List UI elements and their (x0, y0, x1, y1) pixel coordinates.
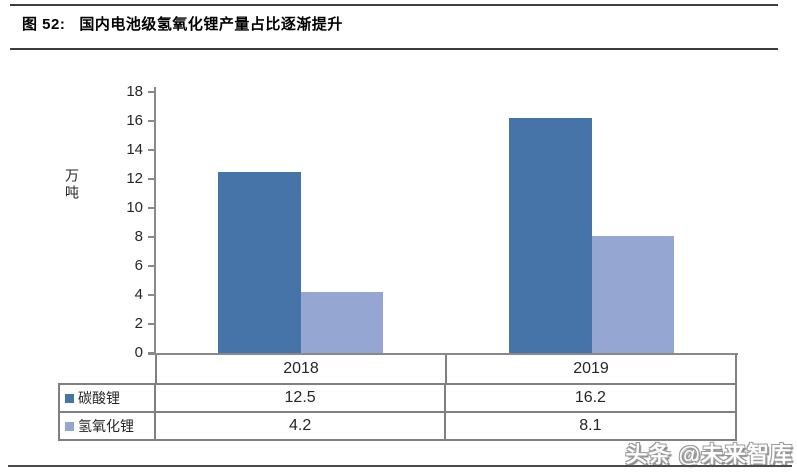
category-label-2018: 2018 (157, 355, 447, 383)
y-tick-mark (148, 265, 155, 267)
value-cell: 8.1 (579, 417, 602, 434)
y-tick-mark (148, 236, 155, 238)
caption-divider-line (10, 48, 778, 50)
figure-caption: 图 52: 国内电池级氢氧化锂产量占比逐渐提升 (22, 13, 762, 34)
y-axis-title: 万吨 (64, 168, 80, 202)
legend-swatch-light-blue (65, 421, 74, 431)
y-axis-line (154, 87, 156, 355)
value-cell: 12.5 (156, 385, 446, 411)
y-tick-label-8: 8 (134, 228, 143, 245)
figure-number: 图 52: (22, 16, 66, 33)
series-name: 氢氧化锂 (78, 418, 134, 434)
legend-item-lithium-hydroxide: 氢氧化锂 (60, 413, 157, 439)
y-tick-label-10: 10 (126, 199, 143, 216)
y-tick-label-2: 2 (134, 315, 143, 332)
y-tick-mark (148, 323, 155, 325)
table-row-lithium-carbonate: 碳酸锂 12.5 16.2 (60, 385, 735, 413)
legend-item-lithium-carbonate: 碳酸锂 (60, 385, 157, 411)
table-row-lithium-hydroxide: 氢氧化锂 4.2 8.1 (60, 413, 735, 439)
bottom-divider-line (8, 465, 792, 467)
watermark-toutiao-future-thinktank: 头条 @未来智库 (625, 442, 793, 467)
y-tick-label-12: 12 (126, 170, 143, 187)
category-header-row: 2018 2019 (155, 355, 737, 383)
y-tick-label-0: 0 (134, 344, 143, 361)
y-tick-mark (148, 120, 155, 122)
y-tick-label-16: 16 (126, 112, 143, 129)
y-tick-mark (148, 207, 155, 209)
series-name: 碳酸锂 (78, 390, 120, 406)
bar-2018-series1 (218, 172, 301, 353)
bar-2018-series2 (300, 292, 383, 353)
y-tick-mark (148, 178, 155, 180)
category-label-2019: 2019 (573, 360, 609, 377)
y-tick-label-6: 6 (134, 257, 143, 274)
value-cell: 16.2 (574, 389, 606, 406)
bar-2019-series2 (591, 236, 674, 353)
bar-2019-series1 (509, 118, 592, 353)
y-tick-label-4: 4 (134, 286, 143, 303)
top-divider-line (10, 4, 778, 6)
figure-title: 国内电池级氢氧化锂产量占比逐渐提升 (79, 16, 343, 33)
y-tick-mark (148, 149, 155, 151)
value-cell: 4.2 (156, 413, 446, 439)
y-tick-label-14: 14 (126, 141, 143, 158)
y-tick-mark (148, 91, 155, 93)
data-table: 碳酸锂 12.5 16.2 氢氧化锂 4.2 8.1 (58, 383, 737, 441)
y-tick-mark (148, 294, 155, 296)
y-tick-label-18: 18 (126, 83, 143, 100)
legend-swatch-dark-blue (65, 393, 74, 403)
x-axis-line (148, 353, 738, 355)
